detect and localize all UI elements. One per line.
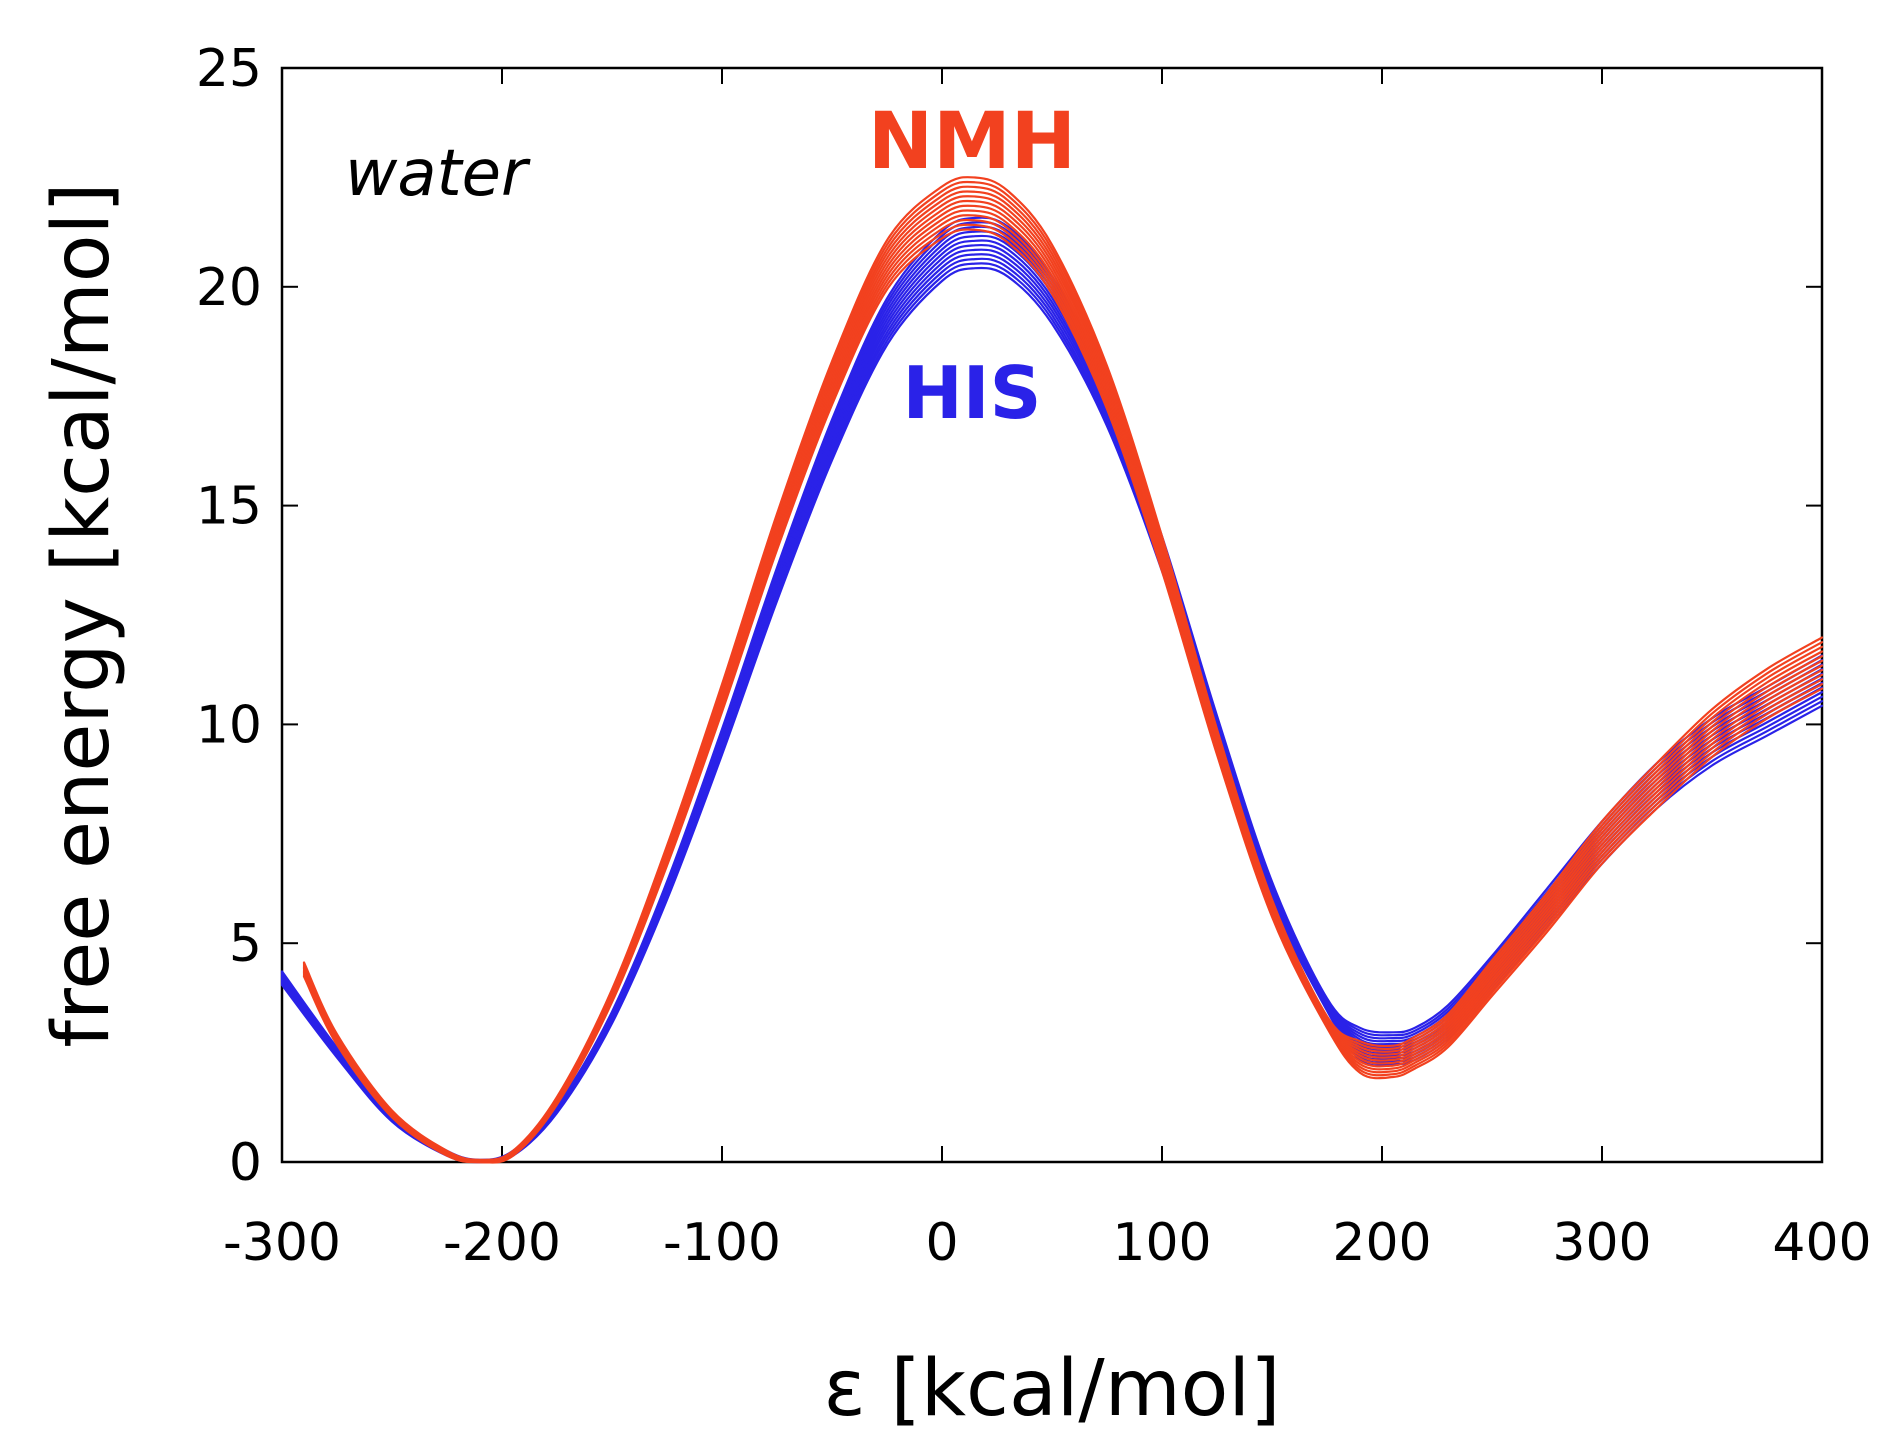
y-tick-label: 15: [196, 477, 262, 537]
series-line-his: [280, 266, 1824, 1164]
series-line-his: [280, 216, 1824, 1161]
x-tick-label: -300: [223, 1213, 341, 1273]
series-line-his: [280, 225, 1824, 1162]
x-tick-labels: -300 -200 -100 0 100 200 300 400: [223, 1213, 1872, 1273]
y-axis-title: free energy [kcal/mol]: [37, 182, 127, 1047]
series-line-his: [280, 221, 1824, 1162]
series-line-his: [280, 243, 1824, 1164]
series-line-his: [280, 234, 1824, 1163]
axis-ticks: [281, 67, 1823, 1163]
series-nmh: [302, 176, 1824, 1164]
x-tick-label: 0: [925, 1213, 958, 1273]
series-line-nmh: [302, 214, 1824, 1164]
x-tick-label: 100: [1112, 1213, 1211, 1273]
series-line-nmh: [302, 209, 1824, 1164]
series-line-nmh: [302, 204, 1824, 1164]
series-line-his: [280, 239, 1824, 1163]
series-line-his: [280, 230, 1824, 1163]
series-line-his: [280, 248, 1824, 1164]
series-line-his: [280, 257, 1824, 1164]
y-tick-label: 10: [196, 695, 262, 755]
y-tick-labels: 0 5 10 15 20 25: [196, 39, 262, 1193]
x-tick-label: 400: [1772, 1213, 1871, 1273]
annotation-his: HIS: [903, 351, 1042, 435]
series-line-his: [280, 253, 1824, 1164]
x-axis-title: ε [kcal/mol]: [824, 1344, 1281, 1434]
series-line-nmh: [302, 228, 1824, 1164]
x-tick-label: 200: [1332, 1213, 1431, 1273]
series-layer: [280, 176, 1824, 1164]
y-tick-label: 0: [229, 1133, 262, 1193]
series-line-nmh: [302, 199, 1824, 1163]
y-tick-label: 5: [229, 914, 262, 974]
series-line-nmh: [302, 218, 1824, 1164]
series-line-nmh: [302, 176, 1824, 1161]
annotation-water: water: [345, 137, 531, 211]
series-line-nmh: [302, 223, 1824, 1164]
series-line-his: [280, 262, 1824, 1164]
y-tick-label: 25: [196, 39, 262, 99]
x-tick-label: -200: [443, 1213, 561, 1273]
series-his: [280, 216, 1824, 1164]
plot-frame: [280, 66, 1824, 1164]
x-tick-label: 300: [1552, 1213, 1651, 1273]
x-tick-label: -100: [663, 1213, 781, 1273]
y-tick-label: 20: [196, 258, 262, 318]
annotation-nmh: NMH: [868, 97, 1076, 187]
